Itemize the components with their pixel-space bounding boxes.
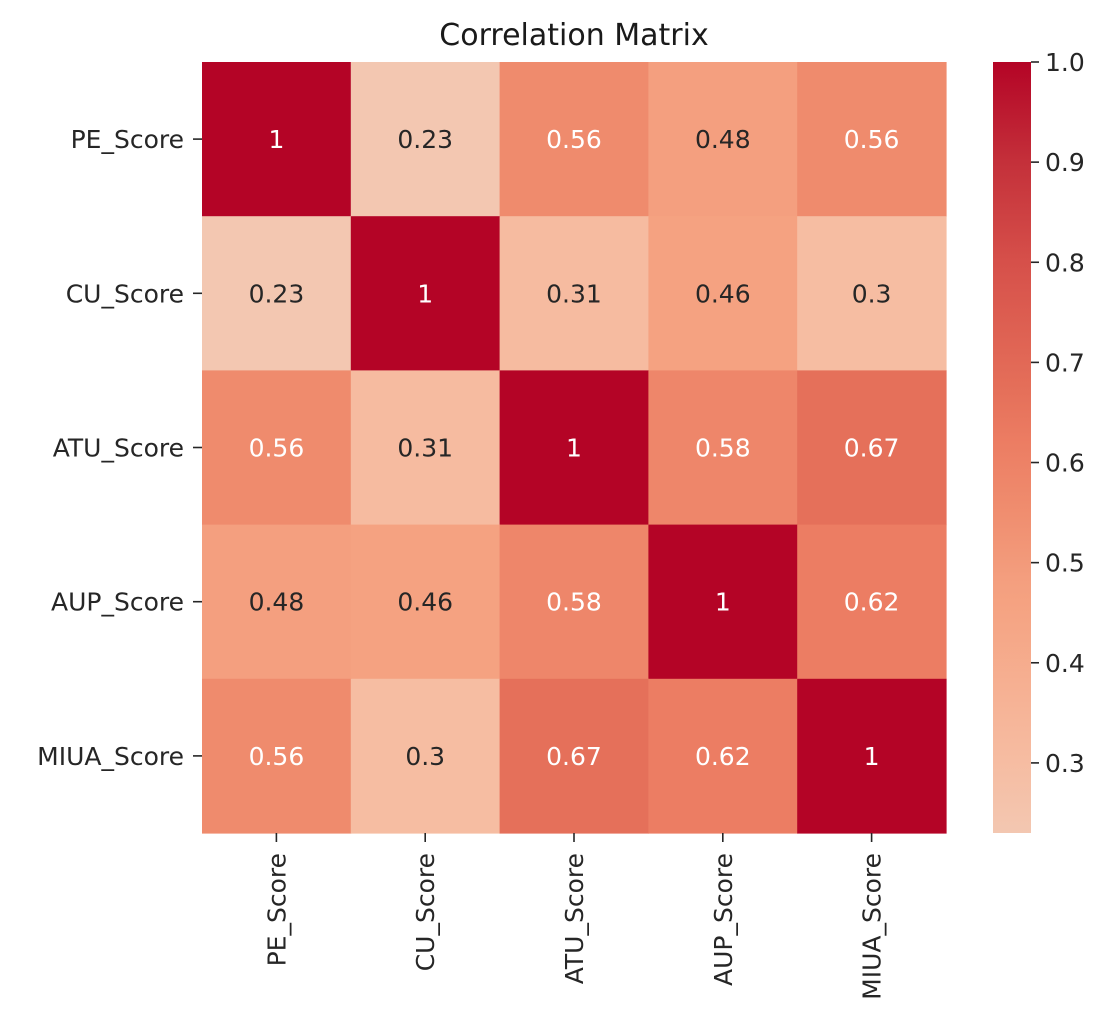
cell-value-label: 0.62: [695, 742, 751, 771]
cell-value-label: 0.56: [546, 125, 602, 154]
heatmap-cells: [202, 62, 947, 834]
colorbar-tick-label: 0.8: [1045, 248, 1085, 277]
cell-value-label: 0.23: [249, 279, 305, 308]
heatmap-cell: [499, 370, 649, 526]
cell-value-label: 0.31: [546, 279, 602, 308]
colorbar-bar: [993, 62, 1031, 833]
cell-value-label: 1: [715, 588, 731, 617]
heatmap-cell: [350, 678, 501, 834]
cell-value-label: 1: [268, 125, 284, 154]
heatmap-cell: [202, 62, 352, 217]
heatmap-cell: [350, 370, 501, 526]
heatmap-cell: [499, 216, 649, 371]
cell-value-label: 0.46: [695, 279, 751, 308]
heatmap-cell: [648, 678, 798, 834]
x-tick-label: MIUA_Score: [858, 853, 887, 1000]
y-tick-label: PE_Score: [71, 125, 184, 154]
cell-value-label: 0.48: [249, 588, 305, 617]
colorbar-tick-label: 1.0: [1045, 48, 1085, 77]
cell-value-label: 0.56: [249, 742, 305, 771]
x-tick-label: CU_Score: [411, 853, 440, 971]
row-axis: PE_Score CU_Score ATU_Score AUP_Score MIUA_S…: [37, 125, 202, 771]
heatmap-cell: [648, 370, 798, 526]
cell-value-label: 0.67: [546, 742, 602, 771]
heatmap-cell: [499, 524, 649, 680]
heatmap-cell: [797, 216, 947, 371]
heatmap-cell-labels: 1 0.23 0.56 0.48 0.560.23 1 0.31 0.46 0.30.56 0.3…: [249, 125, 900, 771]
heatmap-cell: [797, 524, 947, 680]
y-tick-label: AUP_Score: [51, 588, 184, 617]
heatmap-cell: [202, 370, 352, 526]
cell-value-label: 0.58: [546, 588, 602, 617]
heatmap-cell: [648, 524, 798, 680]
heatmap-cell: [350, 216, 501, 371]
heatmap-cell: [797, 370, 947, 526]
heatmap-cell: [648, 62, 798, 217]
colorbar-tick-label: 0.7: [1045, 348, 1085, 377]
colorbar-tick-label: 0.9: [1045, 148, 1085, 177]
cell-value-label: 0.48: [695, 125, 751, 154]
colorbar-tick-label: 0.4: [1045, 649, 1085, 678]
colorbar-tick-label: 0.5: [1045, 549, 1085, 578]
cell-value-label: 0.56: [844, 125, 900, 154]
cell-value-label: 0.62: [844, 588, 900, 617]
cell-value-label: 0.67: [844, 434, 900, 463]
colorbar: 0.3 0.4 0.5 0.6 0.7 0.8 0.9 1.0: [993, 48, 1085, 833]
cell-value-label: 0.3: [852, 279, 892, 308]
cell-value-label: 0.46: [397, 588, 453, 617]
colorbar-tick-label: 0.3: [1045, 749, 1085, 778]
x-tick-label: PE_Score: [262, 853, 291, 966]
x-tick-label: AUP_Score: [709, 853, 738, 986]
x-tick-label: ATU_Score: [560, 853, 589, 984]
heatmap-cell: [350, 62, 501, 217]
y-tick-label: ATU_Score: [53, 434, 184, 463]
heatmap-cell: [202, 216, 352, 371]
cell-value-label: 0.56: [249, 434, 305, 463]
cell-value-label: 1: [566, 434, 582, 463]
chart-title: Correlation Matrix: [439, 18, 708, 53]
heatmap-cell: [797, 678, 947, 834]
y-tick-label: MIUA_Score: [37, 742, 184, 771]
cell-value-label: 0.31: [397, 434, 453, 463]
heatmap-cell: [202, 678, 352, 834]
heatmap-cell: [350, 524, 501, 680]
cell-value-label: 0.23: [397, 125, 453, 154]
heatmap-cell: [797, 62, 947, 217]
cell-value-label: 0.58: [695, 434, 751, 463]
colorbar-tick-label: 0.6: [1045, 449, 1085, 478]
heatmap-cell: [499, 62, 649, 217]
heatmap-cell: [499, 678, 649, 834]
cell-value-label: 1: [864, 742, 880, 771]
cell-value-label: 1: [417, 279, 433, 308]
column-axis: PE_Score CU_Score ATU_Score AUP_Score MIUA_S…: [262, 833, 887, 1000]
y-tick-label: CU_Score: [66, 279, 184, 308]
heatmap-cell: [648, 216, 798, 371]
cell-value-label: 0.3: [405, 742, 445, 771]
heatmap-cell: [202, 524, 352, 680]
